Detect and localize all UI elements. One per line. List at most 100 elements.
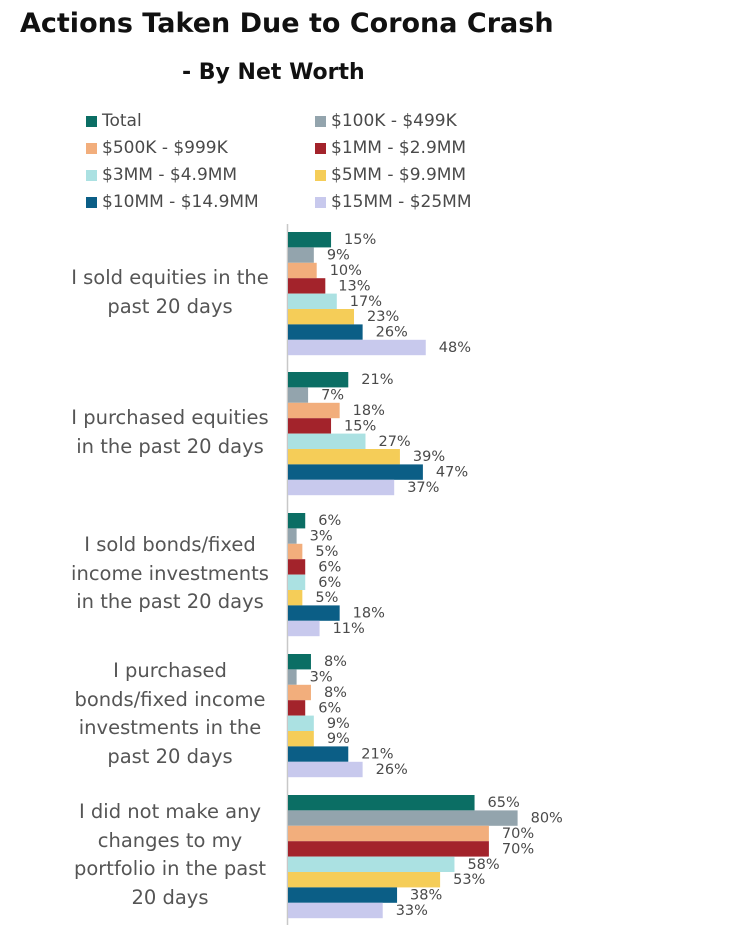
bar: [288, 795, 475, 811]
bar: [288, 528, 297, 544]
bar: [288, 715, 314, 731]
legend-item-10mm-14-9mm: $10MM - $14.9MM: [86, 192, 259, 212]
bar: [288, 605, 340, 621]
legend-label: $1MM - $2.9MM: [331, 138, 467, 158]
legend-label: $500K - $999K: [102, 138, 228, 158]
data-label: 6%: [318, 575, 341, 591]
data-label: 3%: [310, 529, 333, 545]
data-label: 70%: [502, 826, 534, 842]
data-label: 15%: [344, 232, 376, 248]
legend-item-3mm-4-9mm: $3MM - $4.9MM: [86, 165, 237, 185]
bar: [288, 731, 314, 747]
data-label: 18%: [353, 403, 385, 419]
data-label: 70%: [502, 841, 534, 857]
data-label: 6%: [318, 700, 341, 716]
bar: [288, 654, 311, 670]
data-label: 15%: [344, 418, 376, 434]
legend-item-500k-999k: $500K - $999K: [86, 138, 228, 158]
bar: [288, 293, 337, 309]
data-label: 38%: [410, 888, 442, 904]
data-label: 65%: [488, 795, 520, 811]
chart-subtitle: - By Net Worth: [182, 60, 365, 85]
bar: [288, 543, 303, 560]
category-label: I purchased bonds/fixed income investmen…: [74, 659, 266, 768]
category-label: I sold bonds/fixed income investments in…: [71, 533, 269, 613]
chart-title: Actions Taken Due to Corona Crash: [20, 8, 554, 39]
legend-label: Total: [102, 111, 142, 131]
bar: [288, 464, 423, 480]
bar: [288, 278, 326, 294]
data-label: 9%: [327, 248, 350, 264]
legend-swatch: [86, 115, 97, 127]
legend-swatch: [315, 169, 326, 181]
bar: [288, 700, 306, 716]
data-label: 33%: [396, 903, 428, 919]
bar: [288, 309, 355, 325]
data-label: 37%: [407, 480, 439, 496]
bar: [288, 887, 398, 903]
legend-item-5mm-9-9mm: $5MM - $9.9MM: [315, 165, 466, 185]
data-label: 5%: [315, 544, 338, 560]
bar: [288, 324, 363, 340]
bar: [288, 761, 363, 778]
data-label: 9%: [327, 716, 350, 732]
bar: [288, 479, 395, 496]
legend-item-15mm-25mm: $15MM - $25MM: [315, 192, 472, 212]
category-label: I purchased equities in the past 20 days: [71, 406, 269, 458]
bar: [288, 559, 306, 575]
legend-label: $3MM - $4.9MM: [102, 165, 238, 185]
bar: [288, 402, 340, 419]
bar: [288, 574, 306, 590]
data-label: 13%: [338, 278, 370, 294]
bar: [288, 841, 489, 857]
legend-swatch: [86, 169, 97, 181]
bar: [288, 620, 320, 637]
legend-swatch: [315, 142, 326, 154]
bar: [288, 433, 366, 449]
bar: [288, 232, 332, 248]
data-label: 48%: [439, 340, 471, 356]
data-label: 7%: [321, 388, 344, 404]
bar: [288, 684, 311, 701]
legend-swatch: [315, 115, 326, 127]
data-label: 80%: [531, 811, 563, 827]
bar: [288, 372, 349, 388]
category-label: I sold equities in the past 20 days: [71, 266, 269, 318]
data-label: 8%: [324, 654, 347, 670]
data-label: 27%: [378, 434, 410, 450]
data-label: 3%: [310, 670, 333, 686]
bar: [288, 387, 309, 403]
legend-swatch: [86, 142, 97, 154]
bar: [288, 339, 426, 356]
bar: [288, 669, 297, 685]
data-label: 26%: [376, 762, 408, 778]
legend-label: $10MM - $14.9MM: [102, 192, 259, 212]
legend-label: $5MM - $9.9MM: [331, 165, 467, 185]
legend-item-1mm-2-9mm: $1MM - $2.9MM: [315, 138, 466, 158]
legend-label: $100K - $499K: [331, 111, 457, 131]
bar: [288, 825, 489, 842]
legend-item-total: Total: [86, 111, 142, 131]
data-label: 8%: [324, 685, 347, 701]
bar: [288, 856, 455, 872]
data-label: 47%: [436, 465, 468, 481]
data-label: 5%: [315, 590, 338, 606]
bar: [288, 746, 349, 762]
bar: [288, 810, 518, 826]
bar: [288, 590, 303, 606]
bar: [288, 902, 383, 919]
bar: [288, 247, 314, 263]
category-label: I did not make any changes to my portfol…: [73, 800, 267, 909]
data-label: 11%: [333, 621, 365, 637]
legend-swatch: [86, 196, 97, 208]
data-label: 58%: [467, 857, 499, 873]
data-label: 26%: [376, 325, 408, 341]
data-label: 53%: [453, 872, 485, 888]
data-label: 10%: [330, 263, 362, 279]
legend-swatch: [315, 196, 326, 208]
bar: [288, 418, 332, 434]
bar: [288, 872, 441, 888]
data-label: 23%: [367, 309, 399, 325]
data-label: 21%: [361, 372, 393, 388]
